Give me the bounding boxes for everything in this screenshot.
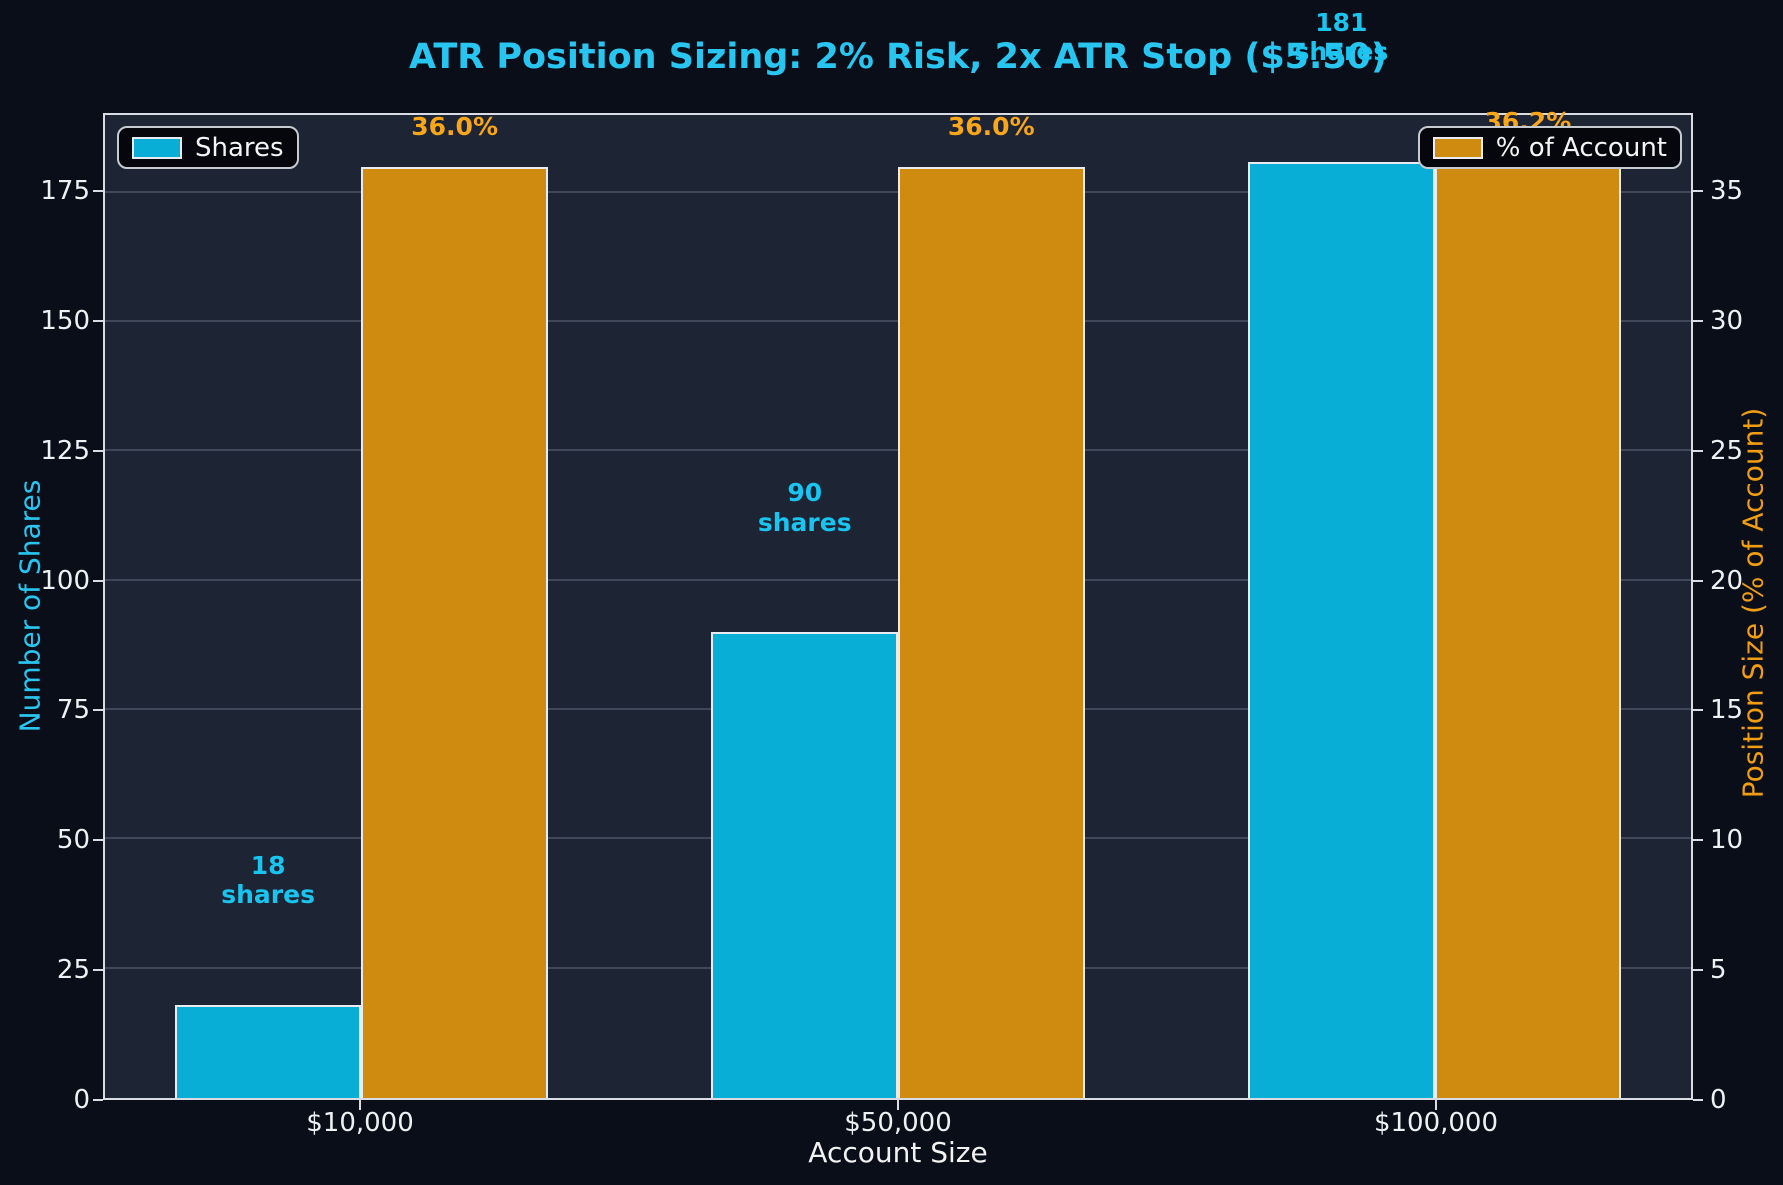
bar-label-percent-1: 36.0% — [411, 112, 498, 142]
bar-shares-1 — [174, 1004, 362, 1098]
bar-percent-1 — [361, 166, 548, 1098]
left-ytick-125: 125 — [40, 435, 90, 466]
left-tick-mark-25 — [93, 969, 103, 972]
bar-label-percent-2: 36.0% — [947, 112, 1035, 142]
legend-shares: Shares — [117, 126, 299, 169]
legend-label: % of Account — [1495, 132, 1667, 163]
right-ytick-30: 30 — [1710, 305, 1744, 336]
left-ytick-0: 0 — [73, 1085, 90, 1115]
left-tick-mark-0 — [93, 1099, 103, 1101]
right-ytick-10: 10 — [1710, 825, 1744, 856]
xtick-2: $50,000 — [844, 1108, 952, 1138]
right-ytick-20: 20 — [1710, 565, 1744, 596]
left-ytick-50: 50 — [56, 825, 90, 856]
right-tick-mark-10 — [1693, 839, 1703, 842]
legend-label: Shares — [195, 132, 284, 163]
bar-label-shares-3: 181 shares — [1294, 7, 1389, 67]
x-tick-mark-1 — [359, 1100, 361, 1110]
right-tick-mark-5 — [1693, 969, 1703, 972]
right-tick-mark-20 — [1693, 579, 1703, 582]
left-tick-mark-50 — [93, 839, 103, 842]
left-ytick-25: 25 — [56, 955, 90, 986]
chart-title: ATR Position Sizing: 2% Risk, 2x ATR Sto… — [408, 37, 1388, 77]
right-ytick-35: 35 — [1710, 175, 1744, 206]
left-tick-mark-75 — [93, 709, 103, 712]
x-axis-title: Account Size — [808, 1136, 988, 1169]
left-tick-mark-175 — [93, 189, 103, 192]
right-ytick-0: 0 — [1710, 1085, 1727, 1115]
left-ytick-150: 150 — [40, 305, 90, 336]
x-tick-mark-2 — [897, 1100, 899, 1110]
right-tick-mark-25 — [1693, 449, 1703, 452]
xtick-3: $100,000 — [1373, 1108, 1499, 1138]
percent-legend-swatch-icon — [1432, 136, 1483, 159]
right-tick-mark-15 — [1693, 709, 1703, 712]
bar-percent-3 — [1434, 161, 1622, 1098]
shares-legend-swatch-icon — [132, 136, 182, 159]
left-tick-mark-150 — [93, 319, 103, 322]
right-tick-mark-0 — [1693, 1099, 1703, 1101]
left-tick-mark-100 — [93, 579, 103, 582]
left-tick-mark-125 — [93, 449, 103, 452]
bar-percent-2 — [898, 166, 1085, 1098]
right-tick-mark-30 — [1693, 319, 1703, 322]
right-ytick-25: 25 — [1710, 435, 1744, 466]
plot-area: 18 shares 90 shares 181 shares 36.0% 36.0% 36… — [103, 8, 1693, 1100]
xtick-1: $10,000 — [306, 1108, 414, 1138]
x-tick-mark-3 — [1434, 1100, 1437, 1110]
bar-label-shares-2: 90 shares — [757, 478, 852, 537]
right-ytick-15: 15 — [1710, 695, 1744, 726]
left-ytick-100: 100 — [40, 565, 90, 596]
right-ytick-5: 5 — [1710, 955, 1727, 986]
legend-percent-of-account: % of Account — [1417, 126, 1682, 169]
bar-shares-2 — [711, 632, 898, 1098]
left-ytick-75: 75 — [56, 695, 90, 726]
right-tick-mark-35 — [1693, 189, 1703, 192]
bar-label-shares-1: 18 shares — [221, 850, 315, 910]
bar-shares-3 — [1248, 161, 1435, 1098]
left-ytick-175: 175 — [40, 175, 90, 206]
